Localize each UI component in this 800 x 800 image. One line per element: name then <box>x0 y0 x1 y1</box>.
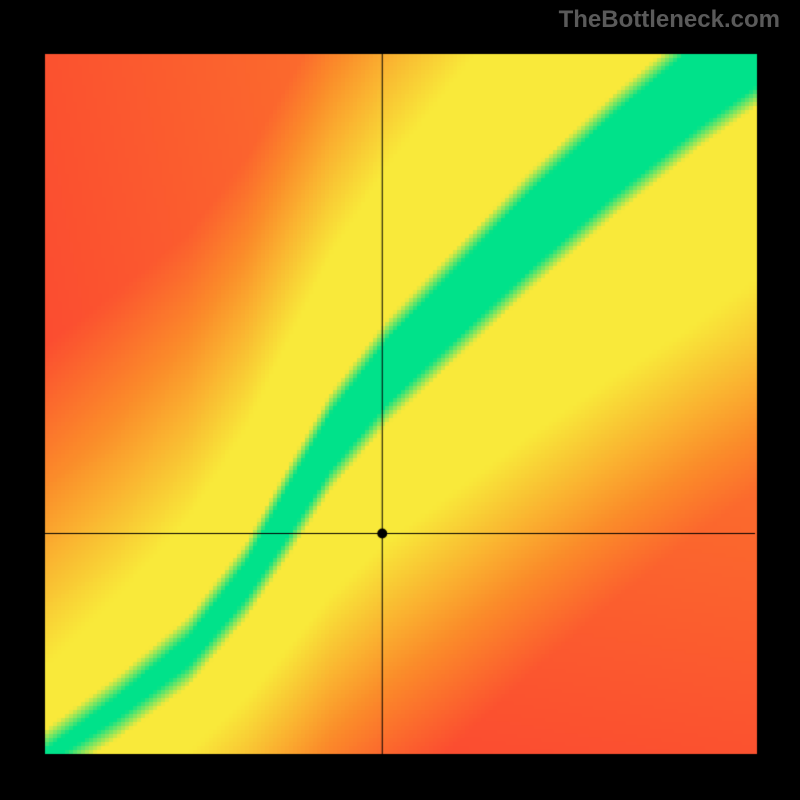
bottleneck-heatmap <box>0 0 800 800</box>
watermark-text: TheBottleneck.com <box>559 6 780 34</box>
